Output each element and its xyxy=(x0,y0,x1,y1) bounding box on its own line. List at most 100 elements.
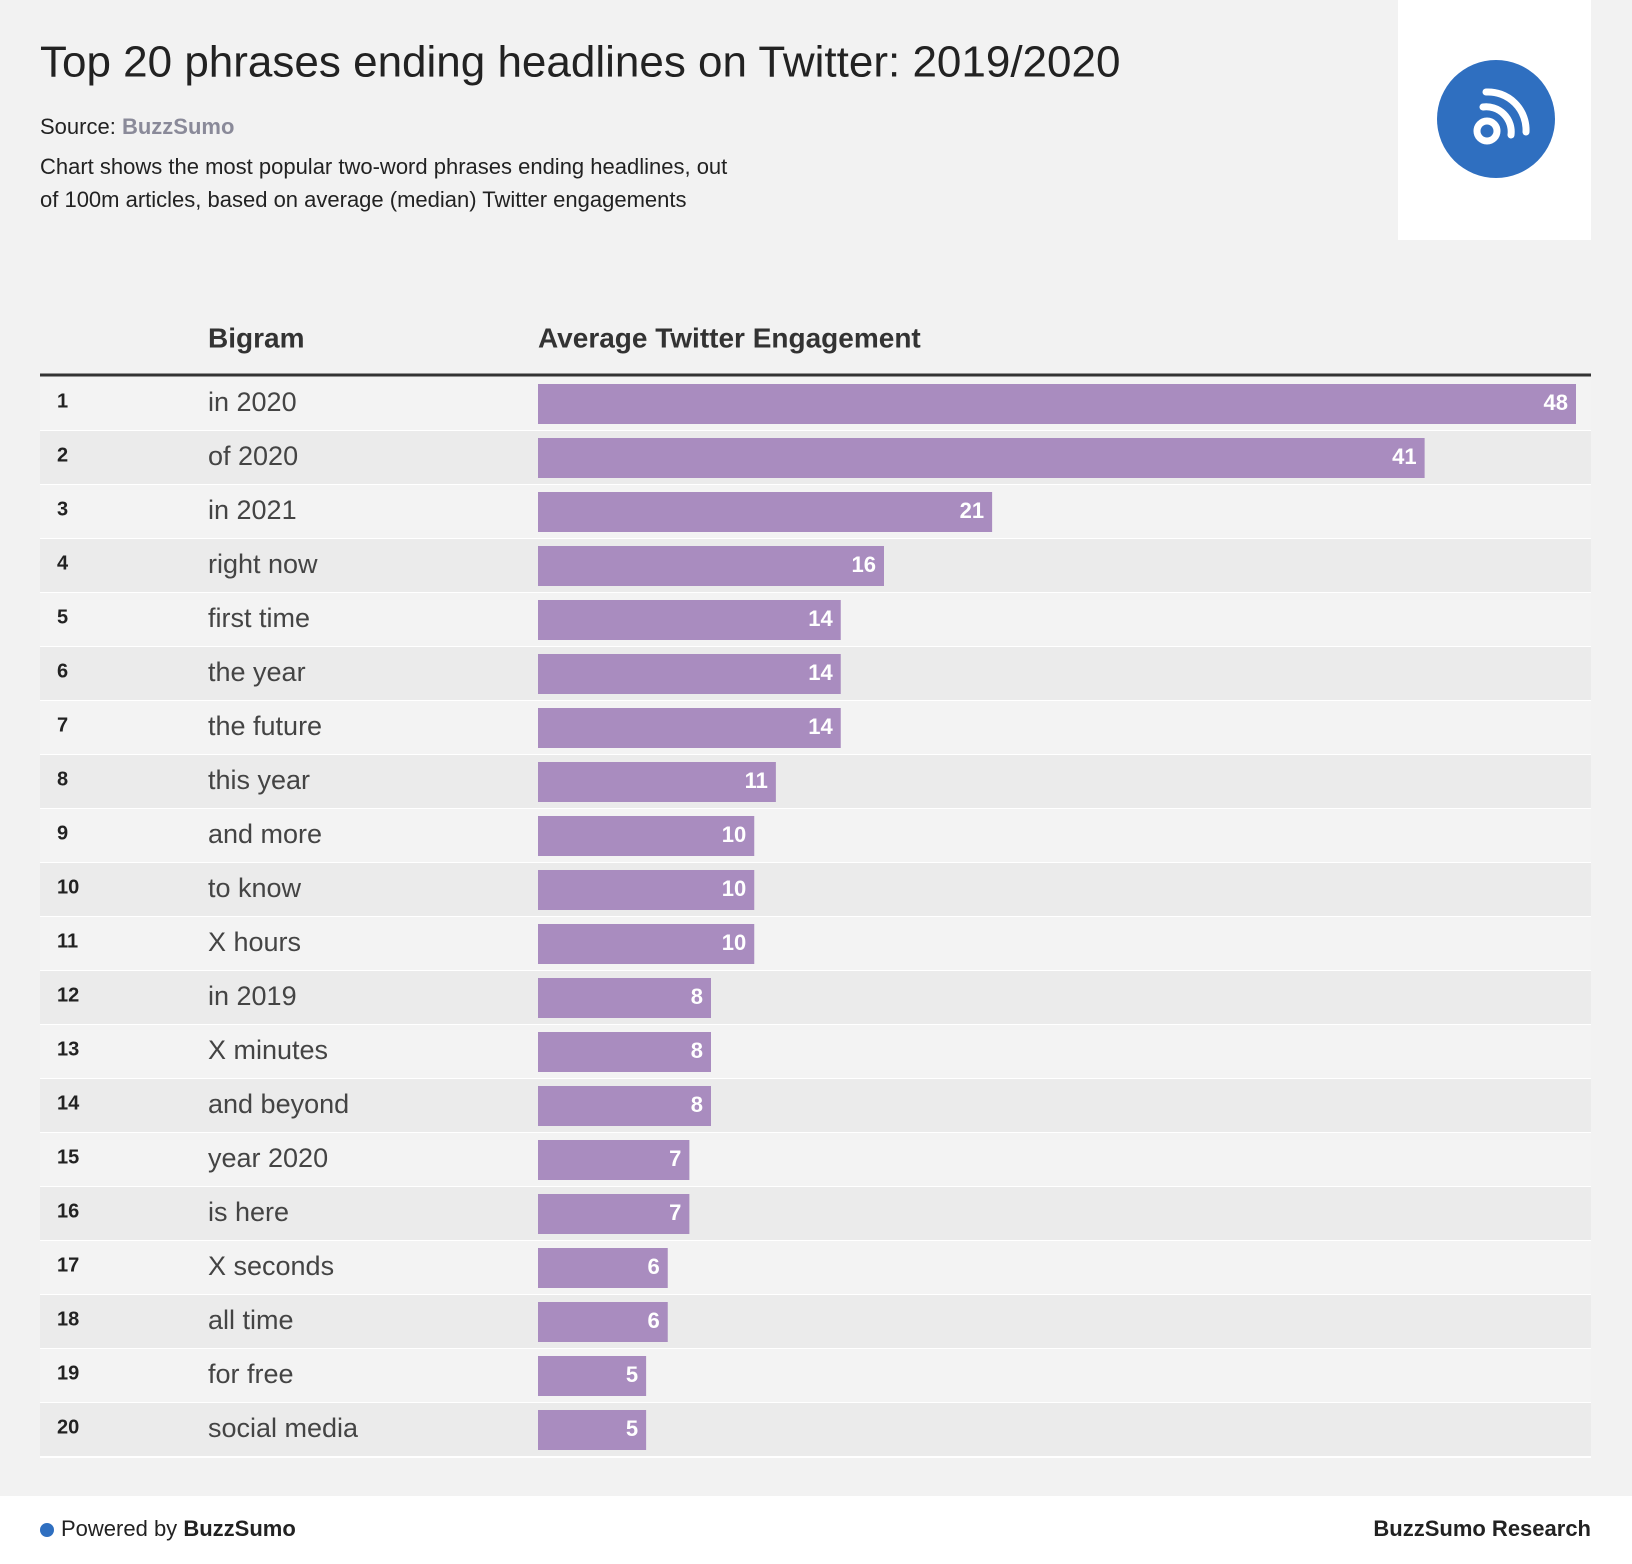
rank: 18 xyxy=(57,1308,79,1330)
bar xyxy=(538,924,755,964)
column-header: Average Twitter Engagement xyxy=(538,322,921,353)
rank: 7 xyxy=(57,714,68,736)
powered-brand: BuzzSumo xyxy=(183,1516,295,1541)
bar xyxy=(538,1032,711,1072)
value-label: 14 xyxy=(808,606,833,631)
rank: 16 xyxy=(57,1200,79,1222)
bigram: X seconds xyxy=(208,1251,334,1281)
bigram: and beyond xyxy=(208,1089,349,1119)
bigram: and more xyxy=(208,819,322,849)
rank: 14 xyxy=(57,1092,80,1114)
bigram: of 2020 xyxy=(208,441,298,471)
value-label: 8 xyxy=(691,1092,703,1117)
bar xyxy=(538,870,755,910)
value-label: 5 xyxy=(626,1416,638,1441)
value-label: 8 xyxy=(691,984,703,1009)
row-background xyxy=(40,1025,1591,1079)
bigram: the year xyxy=(208,657,306,687)
value-label: 11 xyxy=(745,768,768,793)
rank: 6 xyxy=(57,660,68,682)
bar xyxy=(538,384,1576,424)
bar xyxy=(538,708,841,748)
row-background xyxy=(40,1187,1591,1241)
bar xyxy=(538,1410,647,1450)
rank: 19 xyxy=(57,1362,79,1384)
source-name: BuzzSumo xyxy=(122,114,234,139)
row-background xyxy=(40,809,1591,863)
value-label: 14 xyxy=(808,714,833,739)
rank: 11 xyxy=(57,930,78,952)
column-header: Bigram xyxy=(208,322,304,353)
value-label: 41 xyxy=(1392,444,1416,469)
source-label: Source: xyxy=(40,114,116,139)
bigram: to know xyxy=(208,873,302,903)
rank: 5 xyxy=(57,606,68,628)
bar xyxy=(538,1140,690,1180)
value-label: 7 xyxy=(669,1200,681,1225)
rank: 3 xyxy=(57,498,68,520)
bar xyxy=(538,600,841,640)
bar xyxy=(538,762,776,802)
row-background xyxy=(40,1403,1591,1457)
row-background xyxy=(40,1295,1591,1349)
value-label: 6 xyxy=(648,1254,660,1279)
row-background xyxy=(40,917,1591,971)
bigram: this year xyxy=(208,765,310,795)
rank: 10 xyxy=(57,876,79,898)
row-background xyxy=(40,863,1591,917)
footer-band xyxy=(0,1496,1632,1564)
value-label: 5 xyxy=(626,1362,638,1387)
bigram: right now xyxy=(208,549,318,579)
bar xyxy=(538,816,755,856)
bigram: the future xyxy=(208,711,322,741)
rank: 8 xyxy=(57,768,68,790)
bar xyxy=(538,546,884,586)
bar xyxy=(538,1194,690,1234)
rank: 13 xyxy=(57,1038,79,1060)
footer-powered: Powered by BuzzSumo xyxy=(61,1516,296,1541)
row-background xyxy=(40,971,1591,1025)
rank: 12 xyxy=(57,984,79,1006)
bar xyxy=(538,438,1425,478)
bar xyxy=(538,492,993,532)
bigram: in 2020 xyxy=(208,387,297,417)
bar xyxy=(538,1356,647,1396)
bar xyxy=(538,654,841,694)
value-label: 10 xyxy=(722,876,746,901)
bigram: social media xyxy=(208,1413,359,1443)
bar xyxy=(538,1086,711,1126)
bigram: in 2021 xyxy=(208,495,297,525)
bar xyxy=(538,1302,668,1342)
rank: 20 xyxy=(57,1416,79,1438)
row-background xyxy=(40,1241,1591,1295)
rank: 4 xyxy=(57,552,69,574)
row-background xyxy=(40,1133,1591,1187)
row-background xyxy=(40,1349,1591,1403)
value-label: 48 xyxy=(1544,390,1568,415)
footer-credit: BuzzSumo Research xyxy=(1373,1516,1591,1541)
rank: 2 xyxy=(57,444,68,466)
value-label: 16 xyxy=(852,552,876,577)
bigram: for free xyxy=(208,1359,294,1389)
logo xyxy=(1398,0,1591,240)
bigram: all time xyxy=(208,1305,294,1335)
powered-label: Powered by xyxy=(61,1516,177,1541)
value-label: 14 xyxy=(808,660,833,685)
bigram: in 2019 xyxy=(208,981,297,1011)
rank: 1 xyxy=(57,390,68,412)
bigram: first time xyxy=(208,603,310,633)
rank: 9 xyxy=(57,822,68,844)
row-background xyxy=(40,755,1591,809)
source: Source: BuzzSumo xyxy=(40,114,234,139)
value-label: 7 xyxy=(669,1146,681,1171)
footer-dot xyxy=(40,1523,54,1537)
bigram: is here xyxy=(208,1197,289,1227)
bar xyxy=(538,1248,668,1288)
subtitle: Chart shows the most popular two-word ph… xyxy=(40,154,727,179)
value-label: 8 xyxy=(691,1038,703,1063)
value-label: 10 xyxy=(722,930,746,955)
bigram: X hours xyxy=(208,927,301,957)
row-background xyxy=(40,1079,1591,1133)
chart-title: Top 20 phrases ending headlines on Twitt… xyxy=(40,38,1120,87)
